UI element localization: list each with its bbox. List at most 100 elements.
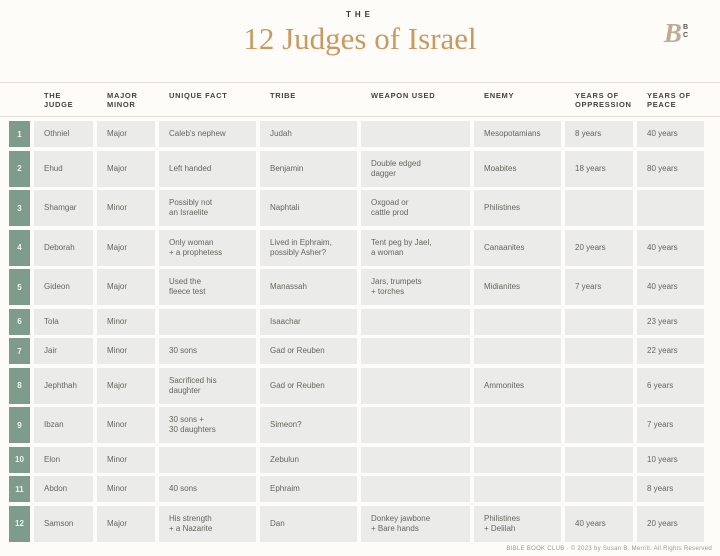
row-number-badge: 6 bbox=[9, 308, 30, 335]
cell-unique-fact: Sacrificed his daughter bbox=[159, 367, 256, 404]
cell-unique-fact: Used the fleece test bbox=[159, 269, 256, 305]
row-number-badge: 10 bbox=[9, 446, 30, 473]
cell-years-peace: 40 years bbox=[637, 121, 704, 147]
cell-enemy bbox=[474, 446, 561, 473]
logo-initial-b: B bbox=[682, 24, 688, 31]
row-number-badge: 1 bbox=[9, 121, 30, 147]
cell-major-minor: Major bbox=[97, 269, 155, 305]
column-header: WEAPON USED bbox=[371, 91, 436, 100]
cell-judge: Jair bbox=[34, 338, 93, 364]
logo-initial-c: C bbox=[682, 32, 688, 39]
table-row: 1 Othniel Major Caleb's nephew Judah Mes… bbox=[9, 121, 720, 147]
column-header: UNIQUE FACT bbox=[169, 91, 228, 100]
top-divider bbox=[0, 82, 720, 83]
table-row: 10 Elon Minor Zebulun 10 years bbox=[9, 446, 720, 473]
cell-tribe: Lived in Ephraim, possibly Asher? bbox=[260, 229, 357, 266]
cell-judge: Gideon bbox=[34, 269, 93, 305]
cell-unique-fact: His strength + a Nazarite bbox=[159, 505, 256, 542]
cell-tribe: Simeon? bbox=[260, 407, 357, 443]
cell-major-minor: Minor bbox=[97, 446, 155, 473]
cell-enemy: Ammonites bbox=[474, 367, 561, 404]
cell-tribe: Dan bbox=[260, 505, 357, 542]
cell-weapon-used: Double edged dagger bbox=[361, 150, 470, 187]
cell-unique-fact: Left handed bbox=[159, 150, 256, 187]
column-header: YEARS OF OPPRESSION bbox=[575, 91, 632, 109]
cell-weapon-used: Tent peg by Jael, a woman bbox=[361, 229, 470, 266]
cell-years-peace: 20 years bbox=[637, 505, 704, 542]
cell-tribe: Naphtali bbox=[260, 190, 357, 226]
row-number-badge: 4 bbox=[9, 229, 30, 266]
row-number-badge: 8 bbox=[9, 367, 30, 404]
cell-weapon-used bbox=[361, 338, 470, 364]
column-header-row: THE JUDGE MAJOR MINOR UNIQUE FACT TRIBE WEAP… bbox=[9, 83, 720, 116]
cell-judge: Deborah bbox=[34, 229, 93, 266]
cell-judge: Ehud bbox=[34, 150, 93, 187]
cell-major-minor: Major bbox=[97, 367, 155, 404]
cell-major-minor: Minor bbox=[97, 190, 155, 226]
judges-table: 1 Othniel Major Caleb's nephew Judah Mes… bbox=[0, 121, 720, 542]
cell-unique-fact: Caleb's nephew bbox=[159, 121, 256, 147]
row-number-badge: 7 bbox=[9, 338, 30, 364]
copyright-footer: BIBLE BOOK CLUB · © 2023 by Susan B. Mer… bbox=[506, 546, 712, 552]
cell-judge: Shamgar bbox=[34, 190, 93, 226]
cell-unique-fact: 30 sons bbox=[159, 338, 256, 364]
cell-years-peace: 23 years bbox=[637, 308, 704, 335]
cell-judge: Elon bbox=[34, 446, 93, 473]
cell-major-minor: Minor bbox=[97, 476, 155, 502]
cell-unique-fact: 40 sons bbox=[159, 476, 256, 502]
cell-enemy: Philistines bbox=[474, 190, 561, 226]
cell-enemy: Midianites bbox=[474, 269, 561, 305]
cell-unique-fact: 30 sons + 30 daughters bbox=[159, 407, 256, 443]
header-divider bbox=[0, 116, 720, 117]
row-number-badge: 5 bbox=[9, 269, 30, 305]
cell-weapon-used: Jars, trumpets + torches bbox=[361, 269, 470, 305]
cell-years-peace: 22 years bbox=[637, 338, 704, 364]
cell-unique-fact bbox=[159, 446, 256, 473]
row-number-badge: 3 bbox=[9, 190, 30, 226]
cell-years-oppression bbox=[565, 308, 633, 335]
cell-years-oppression: 40 years bbox=[565, 505, 633, 542]
cell-tribe: Ephraim bbox=[260, 476, 357, 502]
cell-unique-fact: Only woman + a prophetess bbox=[159, 229, 256, 266]
cell-tribe: Isaachar bbox=[260, 308, 357, 335]
cell-enemy: Philistines + Delilah bbox=[474, 505, 561, 542]
cell-major-minor: Major bbox=[97, 150, 155, 187]
cell-weapon-used bbox=[361, 476, 470, 502]
cell-years-peace: 6 years bbox=[637, 367, 704, 404]
cell-enemy bbox=[474, 338, 561, 364]
cell-tribe: Gad or Reuben bbox=[260, 367, 357, 404]
table-row: 8 Jephthah Major Sacrificed his daughter… bbox=[9, 367, 720, 404]
row-number-badge: 11 bbox=[9, 476, 30, 502]
logo-initials: B C bbox=[683, 24, 688, 40]
table-row: 12 Samson Major His strength + a Nazarit… bbox=[9, 505, 720, 542]
cell-enemy bbox=[474, 476, 561, 502]
cell-judge: Jephthah bbox=[34, 367, 93, 404]
cell-weapon-used bbox=[361, 407, 470, 443]
cell-years-peace: 8 years bbox=[637, 476, 704, 502]
table-row: 11 Abdon Minor 40 sons Ephraim 8 years bbox=[9, 476, 720, 502]
table-row: 3 Shamgar Minor Possibly not an Israelit… bbox=[9, 190, 720, 226]
cell-tribe: Judah bbox=[260, 121, 357, 147]
cell-judge: Abdon bbox=[34, 476, 93, 502]
cell-weapon-used bbox=[361, 308, 470, 335]
bible-book-club-logo: B B C bbox=[664, 20, 688, 47]
column-header: ENEMY bbox=[484, 91, 515, 100]
page-kicker: THE bbox=[346, 10, 374, 19]
row-number-badge: 2 bbox=[9, 150, 30, 187]
table-row: 7 Jair Minor 30 sons Gad or Reuben 22 ye… bbox=[9, 338, 720, 364]
masthead: THE 12 Judges of Israel B B C bbox=[0, 0, 720, 82]
logo-letter-b: B bbox=[663, 18, 682, 48]
cell-years-peace: 7 years bbox=[637, 407, 704, 443]
cell-major-minor: Minor bbox=[97, 308, 155, 335]
cell-major-minor: Major bbox=[97, 229, 155, 266]
cell-judge: Ibzan bbox=[34, 407, 93, 443]
table-row: 9 Ibzan Minor 30 sons + 30 daughters Sim… bbox=[9, 407, 720, 443]
cell-enemy bbox=[474, 308, 561, 335]
cell-years-oppression bbox=[565, 407, 633, 443]
row-number-badge: 12 bbox=[9, 505, 30, 542]
cell-judge: Othniel bbox=[34, 121, 93, 147]
cell-major-minor: Minor bbox=[97, 338, 155, 364]
cell-major-minor: Minor bbox=[97, 407, 155, 443]
cell-weapon-used bbox=[361, 121, 470, 147]
cell-weapon-used bbox=[361, 446, 470, 473]
